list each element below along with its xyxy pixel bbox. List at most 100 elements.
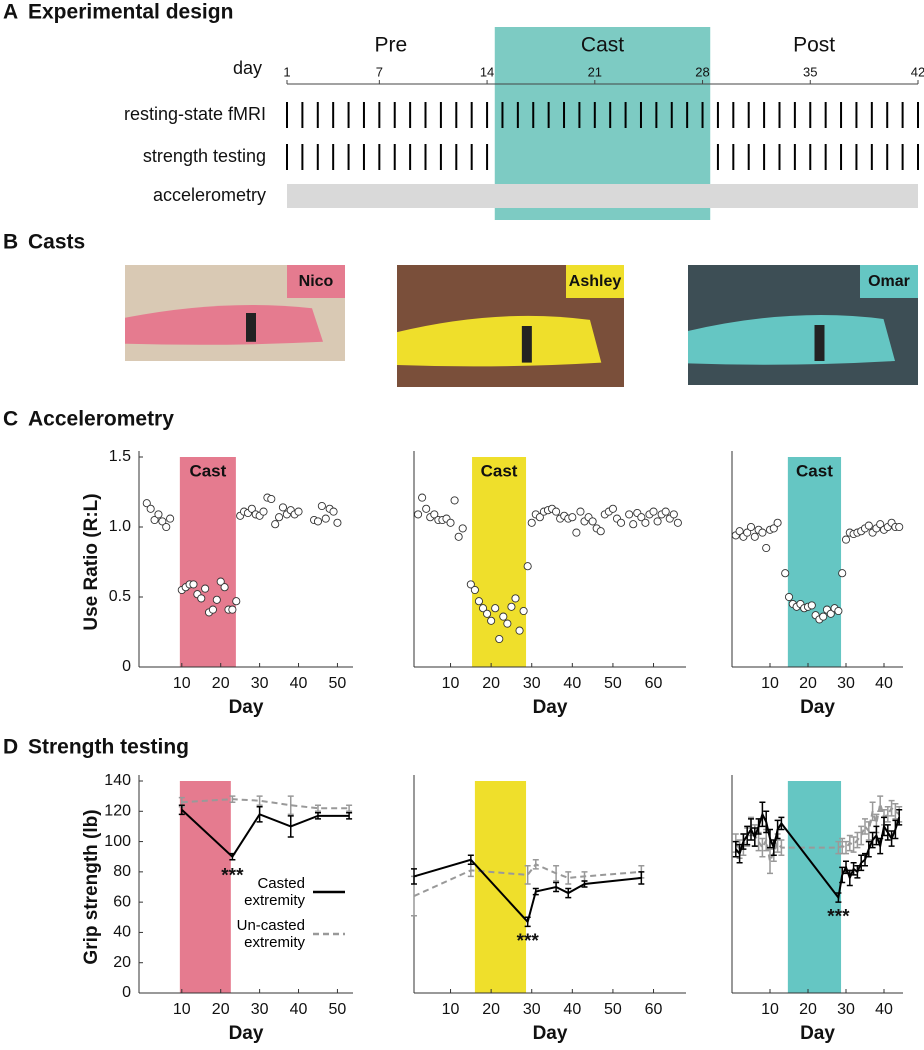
data-point xyxy=(784,592,794,602)
row-label: strength testing xyxy=(143,146,266,166)
data-point xyxy=(535,513,544,522)
cast-band xyxy=(474,781,527,993)
phase-label: Pre xyxy=(375,34,408,57)
error-bar xyxy=(740,833,747,850)
error-bar xyxy=(411,868,417,885)
error-bar xyxy=(778,816,785,831)
phase-label: Post xyxy=(793,34,835,57)
error-bar xyxy=(846,869,853,887)
error-bar xyxy=(835,892,842,903)
data-point xyxy=(834,606,843,616)
y-tick-label: 1.0 xyxy=(109,518,131,535)
x-tick-label: 40 xyxy=(563,675,581,692)
x-tick-label: 50 xyxy=(329,1001,347,1018)
error-bar xyxy=(846,834,853,852)
data-point xyxy=(807,601,816,610)
error-bar xyxy=(229,852,236,861)
data-point xyxy=(228,605,237,614)
data-point xyxy=(527,518,536,527)
data-point xyxy=(487,616,496,625)
error-bar xyxy=(346,812,353,820)
data-point xyxy=(773,518,782,527)
error-bar xyxy=(763,810,770,834)
data-point xyxy=(864,521,873,530)
x-tick-label: 20 xyxy=(212,675,230,692)
error-bar xyxy=(553,881,560,893)
band-label: Cast xyxy=(481,461,518,480)
panel-letter: D xyxy=(3,736,18,759)
error-bar xyxy=(256,805,263,823)
error-bar xyxy=(524,865,531,885)
cast-name: Nico xyxy=(299,273,334,290)
data-point xyxy=(841,535,851,544)
x-tick-label: 20 xyxy=(799,675,817,692)
y-tick-label: 20 xyxy=(113,954,131,971)
error-bar xyxy=(877,837,884,855)
error-bar xyxy=(581,880,588,888)
cast-arm xyxy=(125,305,323,345)
x-tick-label: 30 xyxy=(251,675,269,692)
error-bar xyxy=(229,795,236,803)
cast-name: Ashley xyxy=(569,273,622,290)
error-bar xyxy=(755,818,762,835)
legend-label: Casted extremity xyxy=(244,875,305,909)
data-point xyxy=(478,604,488,613)
cast-band xyxy=(787,781,842,993)
error-bar xyxy=(767,828,773,849)
data-point xyxy=(876,520,885,529)
data-point xyxy=(552,507,561,516)
data-point xyxy=(166,514,175,523)
data-point xyxy=(278,503,288,512)
panel-title: Strength testing xyxy=(28,736,189,759)
panel-title: Casts xyxy=(28,231,85,254)
x-tick-label: 28 xyxy=(695,64,709,79)
data-point xyxy=(247,504,256,513)
x-axis-title: Day xyxy=(229,1023,264,1044)
significance: *** xyxy=(221,866,244,887)
data-point xyxy=(220,583,229,592)
cast-arm xyxy=(397,315,602,367)
panel-letter: C xyxy=(3,408,18,431)
data-point xyxy=(781,569,790,578)
data-point xyxy=(819,612,828,621)
data-point xyxy=(568,513,577,522)
wrist-band xyxy=(814,325,825,361)
data-point xyxy=(422,504,431,513)
x-tick-label: 42 xyxy=(911,64,924,79)
error-bar xyxy=(839,866,846,884)
x-axis-title: Day xyxy=(800,1023,835,1044)
x-tick-label: 21 xyxy=(588,64,602,79)
x-axis-title: Day xyxy=(533,697,568,718)
series-line xyxy=(181,809,350,859)
y-tick-label: 100 xyxy=(104,833,131,850)
data-point xyxy=(317,501,326,511)
error-bar xyxy=(748,818,754,841)
data-point xyxy=(446,518,455,527)
cast-band xyxy=(179,457,236,667)
cast-band xyxy=(787,457,842,667)
data-point xyxy=(414,510,423,519)
error-bar xyxy=(759,801,766,828)
data-point xyxy=(743,528,752,537)
x-tick-label: 40 xyxy=(290,1001,308,1018)
y-tick-label: 120 xyxy=(104,803,131,820)
error-bar xyxy=(565,887,572,899)
error-bar xyxy=(759,837,766,858)
cast-arm xyxy=(688,315,895,365)
x-tick-label: 40 xyxy=(875,1001,893,1018)
data-point xyxy=(838,569,847,578)
data-point xyxy=(511,594,520,603)
error-bar xyxy=(843,840,849,855)
error-bar xyxy=(770,839,777,856)
error-bar xyxy=(854,865,861,879)
data-point xyxy=(470,585,479,595)
phase-label: Cast xyxy=(581,34,624,57)
data-point xyxy=(189,580,198,589)
data-point xyxy=(895,522,904,532)
y-tick-label: 80 xyxy=(113,863,131,880)
error-bar xyxy=(892,819,899,840)
y-axis-title: Grip strength (lb) xyxy=(81,809,102,964)
data-point xyxy=(197,594,206,603)
